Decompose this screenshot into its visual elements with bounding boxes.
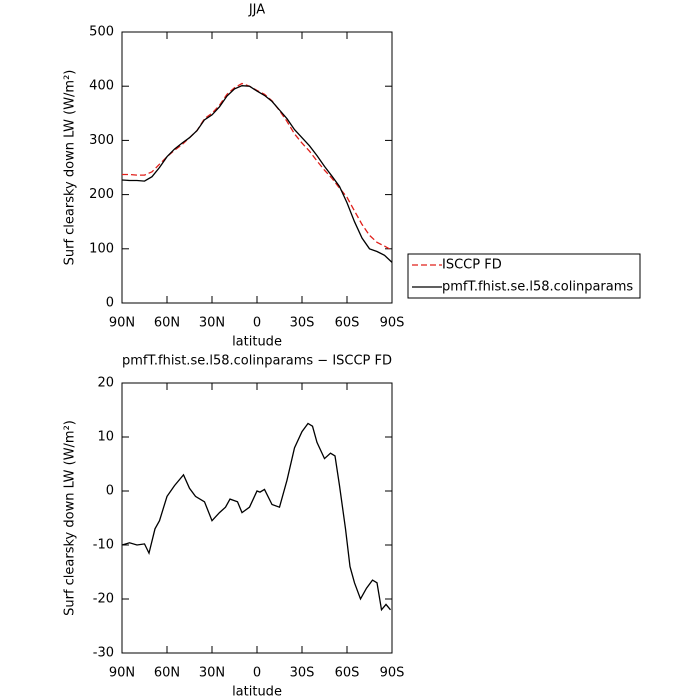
y-axis-label: Surf clearsky down LW (W/m²): [63, 420, 78, 616]
data-line: [121, 422, 391, 612]
y-tick-label: 100: [89, 241, 114, 256]
legend-box: [407, 253, 641, 299]
y-tick-label: 0: [106, 484, 114, 499]
x-tick-label: 90N: [109, 316, 135, 331]
data-line: [121, 85, 393, 263]
x-tick-label: 30S: [290, 666, 315, 681]
y-tick-label: 300: [89, 133, 114, 148]
y-tick-label: 500: [89, 25, 114, 40]
chart-title: pmfT.fhist.se.l58.colinparams − ISCCP FD: [122, 354, 392, 369]
x-tick-label: 30S: [290, 316, 315, 331]
x-axis-label: latitude: [232, 335, 282, 350]
x-tick-label: 60N: [154, 666, 180, 681]
x-axis-label: latitude: [232, 685, 282, 700]
x-tick-label: 60S: [335, 316, 360, 331]
x-tick-label: 60N: [154, 316, 180, 331]
x-tick-label: 30N: [199, 666, 225, 681]
x-tick-label: 90S: [380, 316, 405, 331]
plot-frame: [121, 382, 393, 654]
x-tick-label: 0: [253, 316, 261, 331]
y-tick-label: -10: [93, 538, 114, 553]
x-tick-label: 0: [253, 666, 261, 681]
x-tick-label: 60S: [335, 666, 360, 681]
y-tick-label: 0: [106, 296, 114, 311]
y-axis-label: Surf clearsky down LW (W/m²): [63, 70, 78, 266]
x-tick-label: 90N: [109, 666, 135, 681]
y-tick-label: 10: [97, 430, 114, 445]
y-tick-label: -20: [93, 592, 114, 607]
x-tick-label: 90S: [380, 666, 405, 681]
data-line: [122, 82, 393, 251]
legend-label: ISCCP FD: [442, 258, 502, 273]
y-tick-label: 400: [89, 79, 114, 94]
y-tick-label: 20: [97, 376, 114, 391]
x-tick-label: 30N: [199, 316, 225, 331]
y-tick-label: -30: [93, 646, 114, 661]
y-tick-label: 200: [89, 187, 114, 202]
plot-frame: [121, 31, 393, 304]
legend-label: pmfT.fhist.se.l58.colinparams: [442, 280, 633, 295]
chart-title: JJA: [248, 3, 265, 18]
